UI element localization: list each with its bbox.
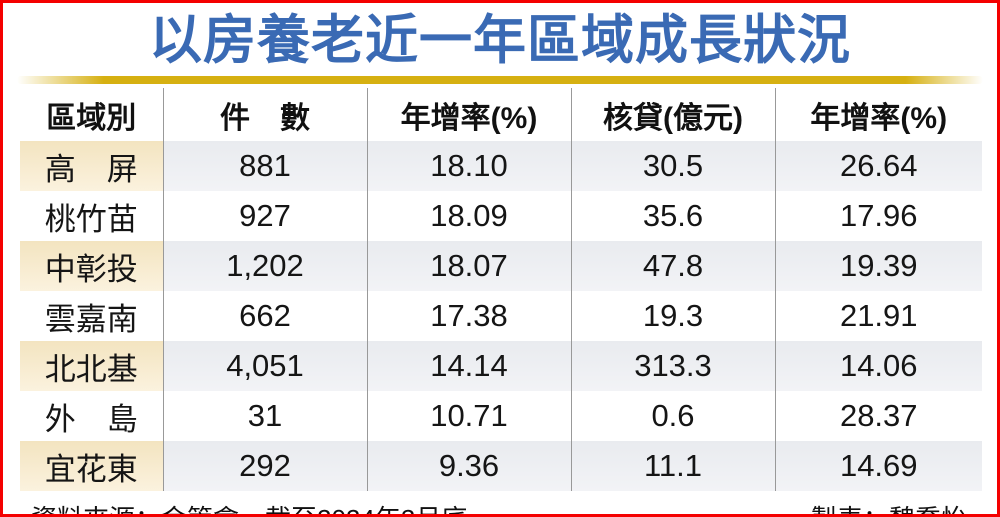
table-row: 高 屏 881 18.10 30.5 26.64	[20, 141, 982, 191]
source-note: 資料來源：金管會，截至2024年3月底	[31, 499, 467, 514]
header-case-yoy: 年增率(%)	[366, 88, 571, 141]
cell-case-yoy: 17.38	[366, 291, 571, 341]
cell-region: 北北基	[20, 341, 163, 391]
cell-loan: 0.6	[570, 391, 775, 441]
cell-loan-yoy: 21.91	[774, 291, 982, 341]
header-loan: 核貸(億元)	[570, 88, 775, 141]
cell-case-yoy: 10.71	[366, 391, 571, 441]
header-region: 區域別	[20, 88, 163, 141]
cell-loan: 313.3	[570, 341, 775, 391]
cell-case-yoy: 18.07	[366, 241, 571, 291]
table-row: 中彰投 1,202 18.07 47.8 19.39	[20, 241, 982, 291]
table-row: 北北基 4,051 14.14 313.3 14.06	[20, 341, 982, 391]
table-row: 桃竹苗 927 18.09 35.6 17.96	[20, 191, 982, 241]
cell-loan-yoy: 28.37	[774, 391, 982, 441]
title-divider-bar	[17, 76, 983, 84]
cell-loan: 47.8	[570, 241, 775, 291]
cell-cases: 662	[162, 291, 367, 341]
header-cases: 件 數	[162, 88, 367, 141]
cell-loan-yoy: 19.39	[774, 241, 982, 291]
header-row: 區域別 件 數 年增率(%) 核貸(億元) 年增率(%)	[20, 88, 982, 141]
cell-cases: 927	[162, 191, 367, 241]
cell-loan: 19.3	[570, 291, 775, 341]
table-row: 外 島 31 10.71 0.6 28.37	[20, 391, 982, 441]
cell-case-yoy: 9.36	[366, 441, 571, 491]
cell-loan-yoy: 14.06	[774, 341, 982, 391]
cell-region: 外 島	[44, 401, 138, 437]
credit-note: 製表：魏喬怡	[811, 499, 967, 514]
cell-case-yoy: 18.10	[366, 141, 571, 191]
cell-case-yoy: 14.14	[366, 341, 571, 391]
cell-region: 中彰投	[20, 241, 163, 291]
cell-case-yoy: 18.09	[366, 191, 571, 241]
page-title: 以房養老近一年區域成長狀況	[149, 11, 851, 70]
cell-loan-yoy: 26.64	[774, 141, 982, 191]
cell-cases: 31	[162, 391, 367, 441]
table-row: 雲嘉南 662 17.38 19.3 21.91	[20, 291, 982, 341]
footer: 資料來源：金管會，截至2024年3月底 製表：魏喬怡	[3, 491, 997, 514]
cell-loan-yoy: 17.96	[774, 191, 982, 241]
cell-loan: 35.6	[570, 191, 775, 241]
cell-loan-yoy: 14.69	[774, 441, 982, 491]
cell-region: 桃竹苗	[44, 201, 138, 237]
cell-region: 雲嘉南	[44, 301, 138, 337]
cell-region: 宜花東	[20, 441, 163, 491]
table-row: 宜花東 292 9.36 11.1 14.69	[20, 441, 982, 491]
cell-loan: 11.1	[570, 441, 775, 491]
cell-cases: 1,202	[162, 241, 367, 291]
header-loan-yoy: 年增率(%)	[774, 88, 982, 141]
cell-cases: 292	[162, 441, 367, 491]
cell-region: 高 屏	[20, 141, 163, 191]
data-table: 區域別 件 數 年增率(%) 核貸(億元) 年增率(%) 高 屏 881 18.…	[20, 88, 982, 491]
cell-loan: 30.5	[570, 141, 775, 191]
cell-cases: 881	[162, 141, 367, 191]
cell-cases: 4,051	[162, 341, 367, 391]
